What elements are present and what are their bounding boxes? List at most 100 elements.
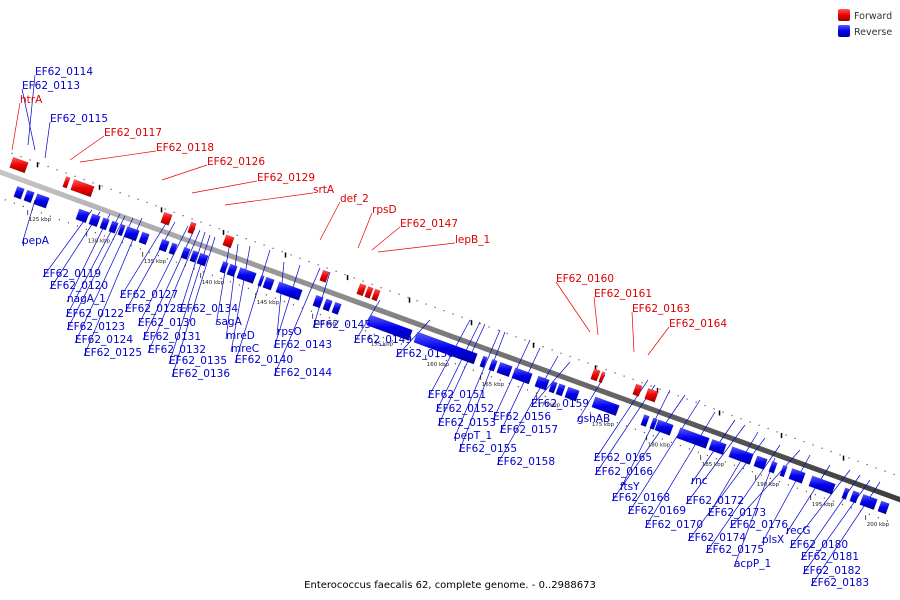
forward-strand-dot: [137, 198, 139, 200]
reverse-strand-dot: [850, 507, 852, 509]
reverse-strand-dot: [742, 467, 744, 470]
leader-line: [11, 102, 21, 151]
reverse-strand-dot: [328, 317, 330, 319]
forward-strand-dot: [263, 244, 265, 246]
reverse-gene-label: EF62_0130: [138, 317, 196, 329]
reverse-strand-dot: [481, 372, 483, 375]
reverse-gene-block: [108, 220, 119, 234]
reverse-strand-dot: [94, 232, 96, 234]
reverse-strand-dot: [805, 490, 807, 493]
reverse-strand-dot: [373, 333, 375, 335]
forward-strand-dot: [227, 231, 229, 233]
reverse-gene-label: EF62_0115: [50, 113, 108, 125]
forward-strand-dot: [605, 368, 607, 371]
reverse-strand-dot: [4, 199, 6, 201]
forward-gene-label: def_2: [340, 193, 369, 205]
reverse-gene-label: recG: [786, 525, 810, 537]
reverse-strand-dot: [283, 300, 285, 303]
reverse-gene-label: EF62_0122: [66, 308, 124, 320]
leader-line: [161, 164, 208, 181]
forward-strand-dot: [641, 382, 643, 384]
leader-line: [555, 281, 591, 333]
reverse-gene-label: EF62_0127: [120, 289, 178, 301]
forward-strand-dot: [191, 218, 193, 220]
leader-line: [357, 212, 373, 249]
leader-line: [119, 219, 169, 299]
reverse-gene-block: [555, 383, 566, 397]
forward-strand-dot: [803, 441, 805, 443]
reverse-strand-dot: [526, 389, 528, 391]
forward-strand-dot: [65, 172, 67, 174]
reverse-gene-label: EF62_0140: [235, 354, 293, 366]
reverse-strand-dot: [679, 444, 681, 447]
reverse-gene-block: [331, 301, 342, 315]
forward-strand-dot: [857, 460, 859, 462]
reverse-strand-dot: [40, 212, 42, 214]
leader-line: [353, 299, 381, 344]
leader-line: [124, 221, 176, 313]
forward-gene-label: EF62_0117: [104, 127, 162, 139]
reverse-gene-label: EF62_0169: [628, 505, 686, 517]
forward-strand-dot: [299, 257, 301, 259]
leader-line: [74, 217, 134, 344]
reverse-gene-label: EF62_0170: [645, 519, 703, 531]
reverse-gene-block: [158, 238, 170, 253]
legend-forward-swatch: [838, 9, 850, 21]
reverse-gene-label: EF62_0113: [22, 80, 80, 92]
reverse-gene-label: EF62_0144: [274, 367, 332, 379]
leader-line: [147, 229, 201, 354]
reverse-gene-block: [768, 460, 778, 474]
leader-line: [377, 242, 456, 253]
reverse-gene-block: [236, 267, 257, 284]
forward-strand-dot: [704, 405, 706, 407]
forward-gene-label: EF62_0161: [594, 288, 652, 300]
leader-line: [492, 339, 531, 421]
reverse-strand-dot: [670, 441, 672, 443]
leader-line: [230, 245, 251, 353]
genome-backbone: [0, 169, 900, 503]
reverse-strand-dot: [319, 313, 321, 316]
forward-gene-label: EF62_0160: [556, 273, 614, 285]
forward-strand-dot: [632, 378, 634, 381]
reverse-strand-dot: [877, 517, 879, 519]
legend-reverse-swatch: [838, 25, 850, 37]
forward-strand-dot: [821, 447, 823, 449]
reverse-gene-block: [511, 367, 533, 385]
forward-gene-label: lepB_1: [455, 234, 490, 246]
reverse-gene-label: EF62_0156: [493, 411, 551, 423]
forward-gene-block: [598, 371, 606, 384]
strand-dots: [4, 152, 895, 522]
reverse-gene-block: [676, 427, 710, 449]
label-leader-lines: [11, 74, 881, 587]
leader-line: [319, 201, 341, 241]
reverse-gene-label: EF62_0143: [274, 339, 332, 351]
reverse-gene-block: [496, 361, 513, 378]
forward-strand-dot: [164, 208, 166, 210]
reverse-gene-block: [649, 417, 658, 430]
reverse-strand-dot: [301, 307, 303, 309]
leader-line: [21, 88, 36, 151]
tick-label: 125 kbp: [29, 217, 52, 223]
reverse-strand-dot: [715, 458, 717, 460]
leader-line: [224, 192, 314, 206]
leader-line: [395, 319, 431, 358]
forward-strand-dot: [74, 175, 76, 177]
forward-strand-dot: [731, 414, 733, 417]
reverse-gene-block: [877, 500, 890, 515]
forward-strand-dot: [542, 346, 544, 348]
reverse-strand-dot: [472, 369, 474, 371]
forward-strand-dot: [434, 306, 436, 308]
forward-strand-dot: [785, 434, 787, 436]
leader-line: [453, 329, 501, 440]
forward-gene-block: [644, 388, 659, 403]
leader-line: [785, 464, 831, 535]
reverse-strand-dot: [607, 418, 609, 420]
forward-strand-dot: [281, 251, 283, 253]
reverse-strand-dot: [220, 277, 222, 280]
forward-strand-dot: [812, 444, 814, 446]
leader-line: [179, 231, 206, 313]
forward-strand-dot: [29, 159, 31, 161]
forward-strand-dot: [416, 300, 418, 302]
figure-caption: Enterococcus faecalis 62, complete genom…: [304, 580, 596, 591]
